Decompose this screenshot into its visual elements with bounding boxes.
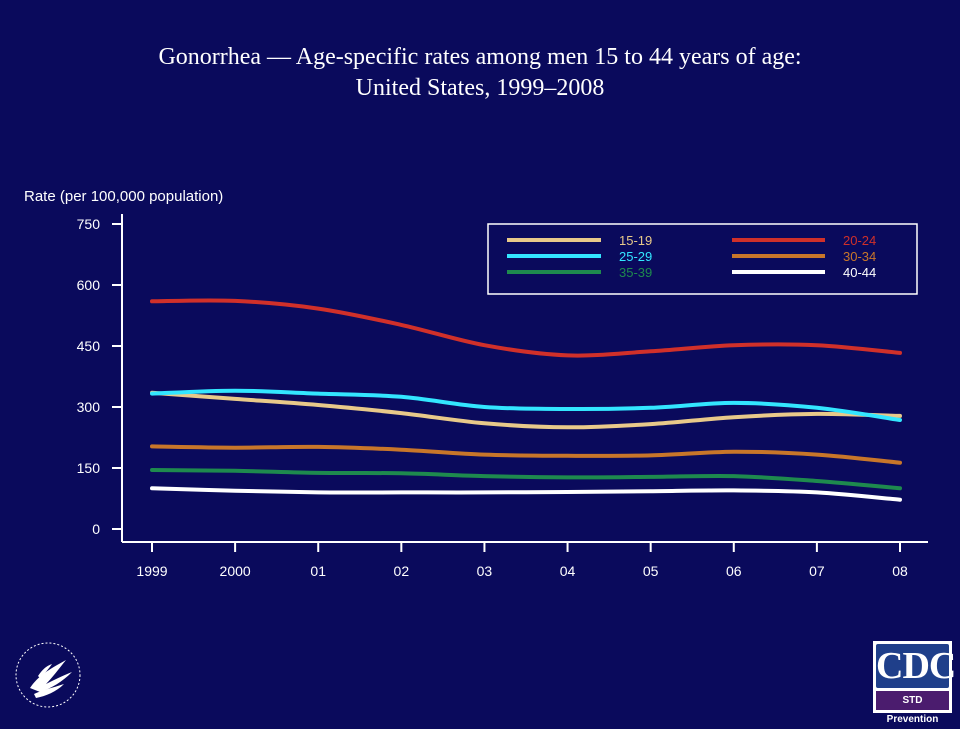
- hhs-eagle-seal-icon: [15, 642, 81, 708]
- title-line-2: United States, 1999–2008: [355, 75, 605, 101]
- y-tick-label: 0: [92, 521, 100, 537]
- y-axis-label: Rate (per 100,000 population): [24, 188, 224, 205]
- legend-label-25-29: 25-29: [619, 249, 652, 264]
- cdc-logo: CDC STD Prevention: [873, 641, 956, 725]
- y-tick-label: 450: [77, 338, 101, 354]
- cdc-logo-text: CDC: [876, 645, 956, 687]
- legend-label-35-39: 35-39: [619, 265, 652, 280]
- x-tick-label: 07: [809, 563, 825, 579]
- y-tick-label: 750: [77, 216, 101, 232]
- series-line-30-34: [150, 444, 902, 465]
- x-tick-label: 03: [477, 563, 493, 579]
- x-tick-label: 2000: [220, 563, 251, 579]
- y-tick-label: 600: [77, 277, 101, 293]
- legend-label-20-24: 20-24: [843, 233, 876, 248]
- series-line-25-29: [150, 388, 902, 422]
- y-tick-label: 150: [77, 460, 101, 476]
- legend-label-15-19: 15-19: [619, 233, 652, 248]
- x-tick-label: 04: [560, 563, 576, 579]
- legend-box: [487, 223, 918, 295]
- x-tick-label: 02: [394, 563, 410, 579]
- series-line-35-39: [150, 468, 902, 491]
- cdc-logo-subtext: STD Prevention: [876, 691, 949, 725]
- series-line-20-24: [150, 298, 902, 358]
- x-tick-label: 05: [643, 563, 659, 579]
- legend-label-40-44: 40-44: [843, 265, 876, 280]
- x-tick-label: 1999: [136, 563, 167, 579]
- x-tick-label: 08: [892, 563, 908, 579]
- y-tick-label: 300: [77, 399, 101, 415]
- title-line-1: Gonorrhea — Age-specific rates among men…: [158, 44, 802, 70]
- series-line-40-44: [150, 486, 902, 502]
- x-tick-label: 01: [310, 563, 326, 579]
- cdc-logo-top: CDC: [876, 644, 956, 688]
- chart-title: Gonorrhea — Age-specific rates among men…: [0, 42, 960, 104]
- legend-label-30-34: 30-34: [843, 249, 876, 264]
- x-tick-label: 06: [726, 563, 742, 579]
- series-line-15-19: [150, 390, 902, 430]
